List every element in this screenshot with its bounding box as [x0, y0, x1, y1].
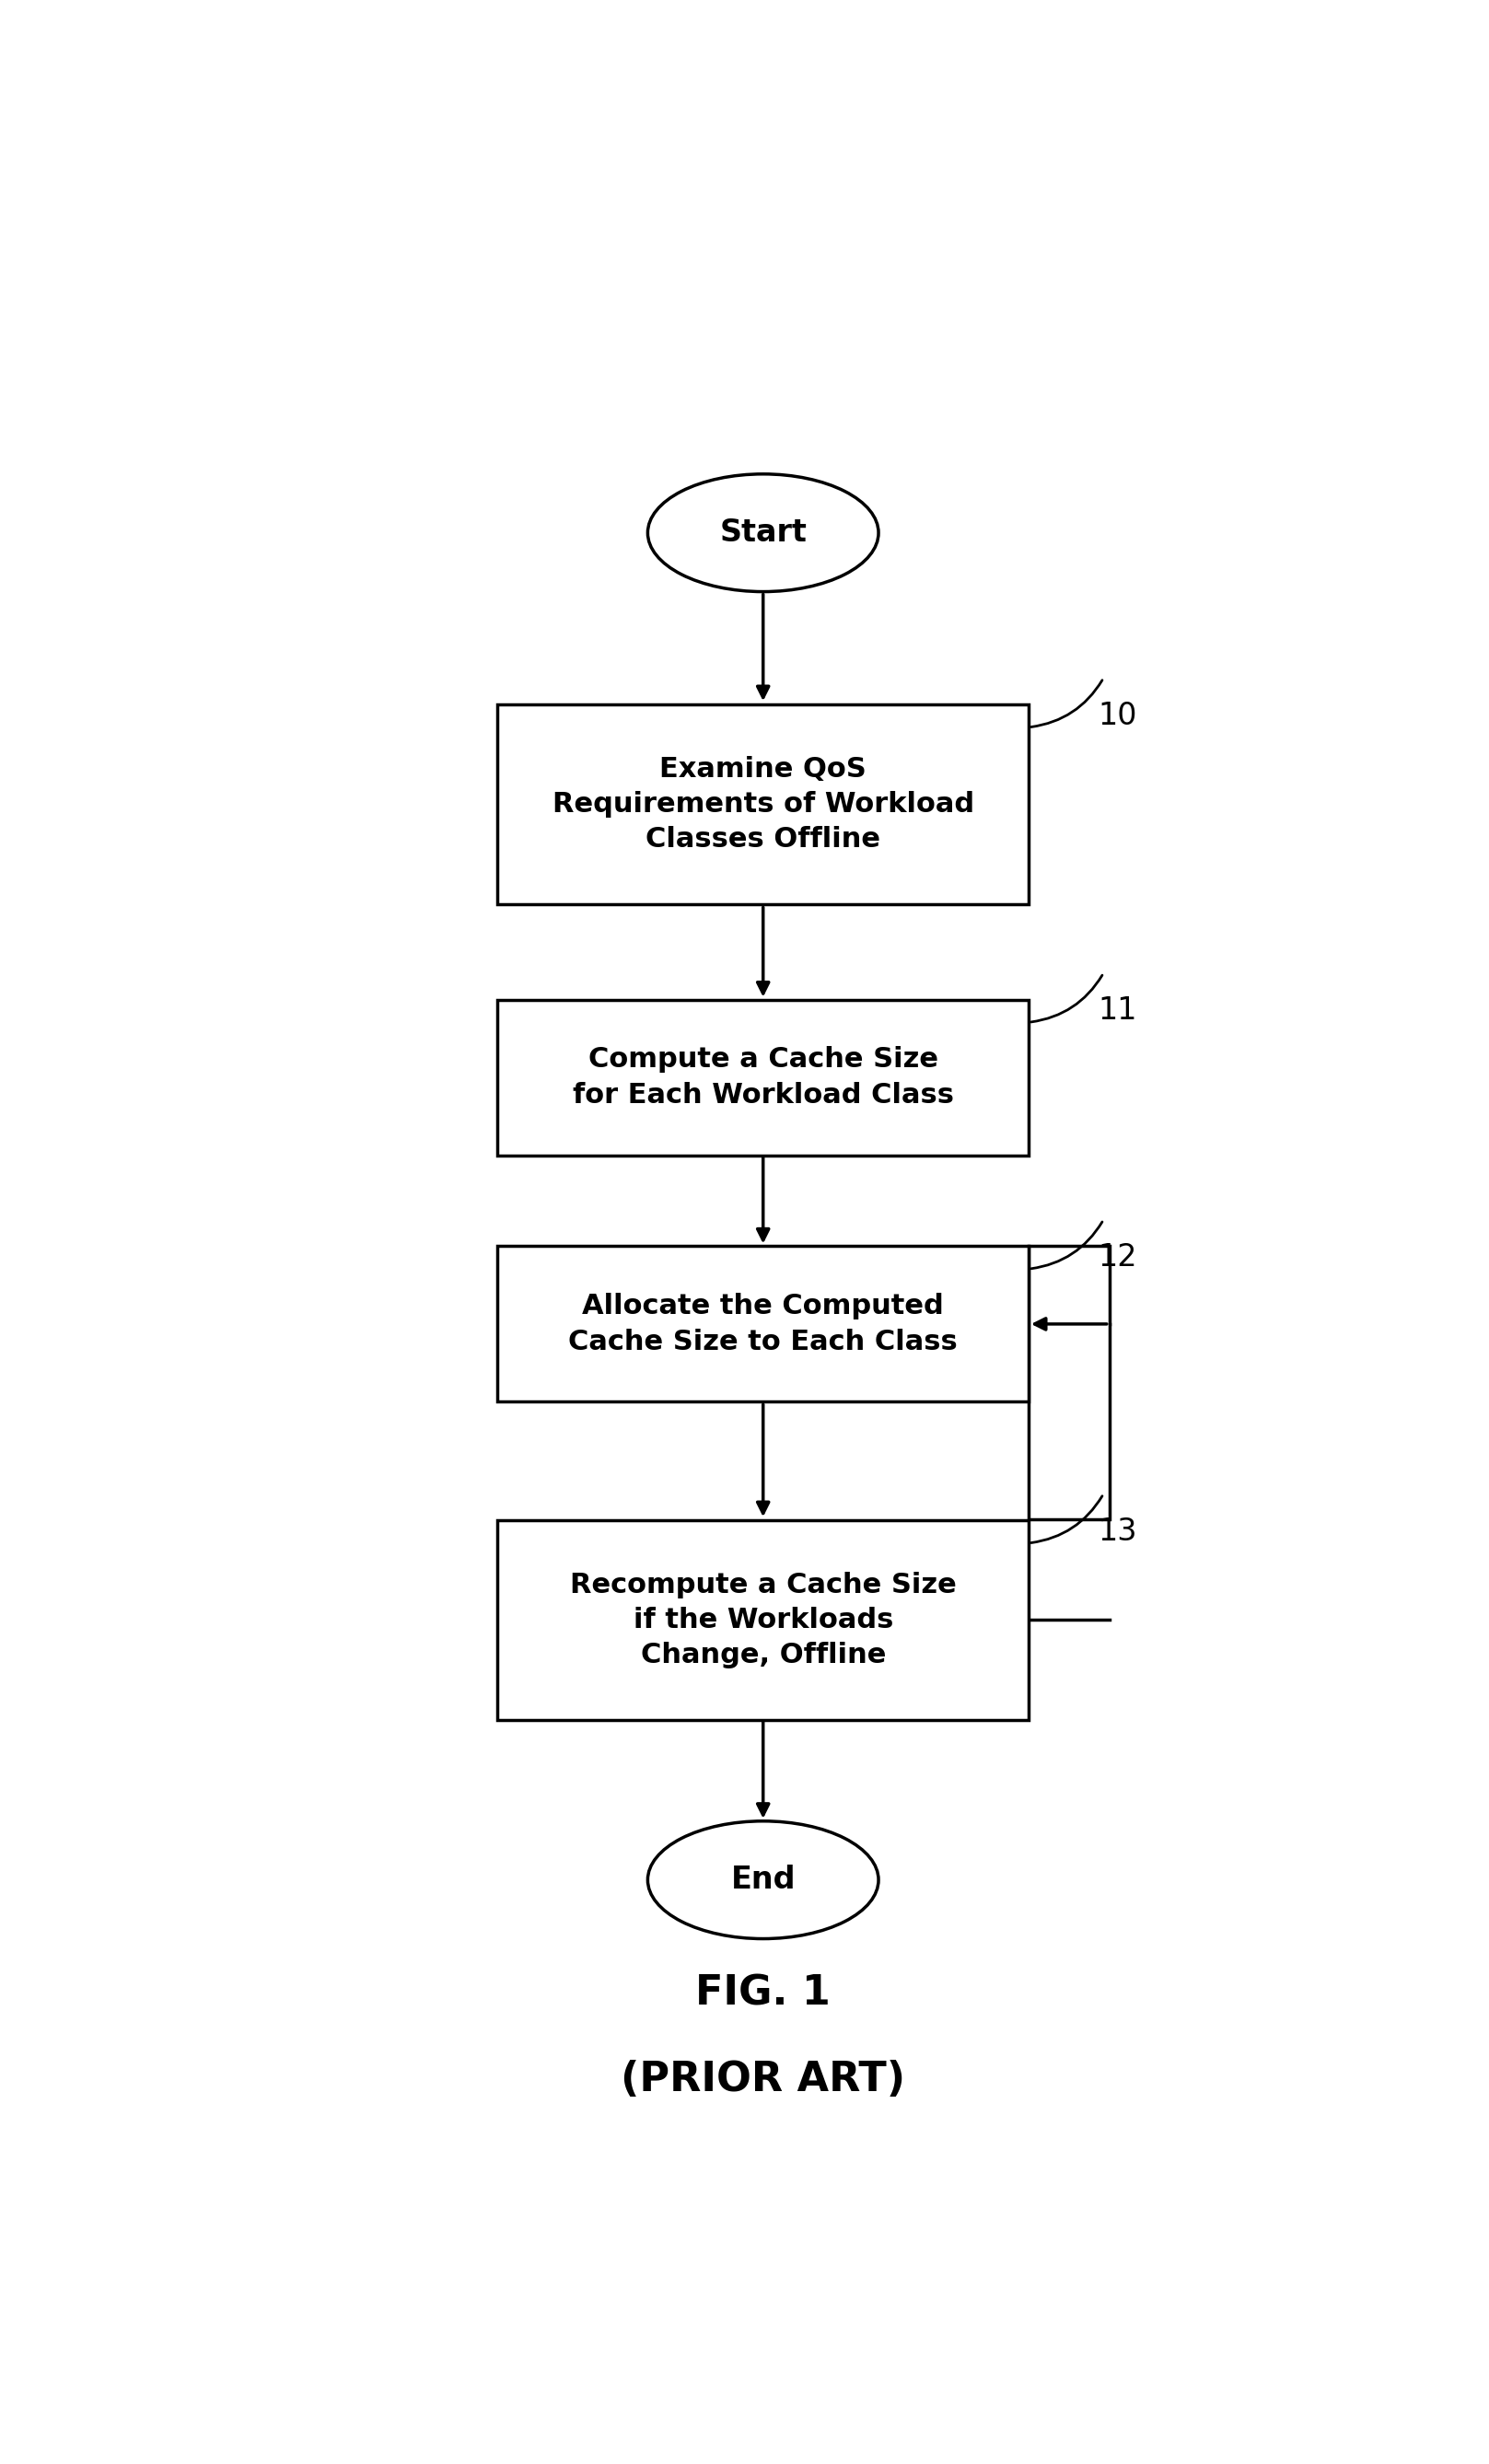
FancyBboxPatch shape	[497, 705, 1029, 904]
Text: Compute a Cache Size
for Each Workload Class: Compute a Cache Size for Each Workload C…	[572, 1047, 954, 1109]
Text: Recompute a Cache Size
if the Workloads
Change, Offline: Recompute a Cache Size if the Workloads …	[570, 1572, 956, 1668]
Ellipse shape	[648, 473, 879, 591]
Text: Allocate the Computed
Cache Size to Each Class: Allocate the Computed Cache Size to Each…	[569, 1294, 957, 1355]
Ellipse shape	[648, 1821, 879, 1939]
Text: Start: Start	[719, 517, 807, 547]
Text: Examine QoS
Requirements of Workload
Classes Offline: Examine QoS Requirements of Workload Cla…	[552, 756, 974, 853]
FancyBboxPatch shape	[1029, 1247, 1109, 1520]
FancyBboxPatch shape	[497, 1520, 1029, 1720]
Text: 12: 12	[1097, 1242, 1138, 1274]
Text: 10: 10	[1097, 700, 1138, 732]
FancyBboxPatch shape	[497, 1000, 1029, 1156]
Text: End: End	[731, 1865, 795, 1895]
Text: 13: 13	[1097, 1515, 1138, 1547]
FancyBboxPatch shape	[497, 1247, 1029, 1402]
Text: FIG. 1: FIG. 1	[695, 1974, 831, 2013]
Text: (PRIOR ART): (PRIOR ART)	[621, 2060, 905, 2099]
Text: 11: 11	[1097, 995, 1138, 1025]
